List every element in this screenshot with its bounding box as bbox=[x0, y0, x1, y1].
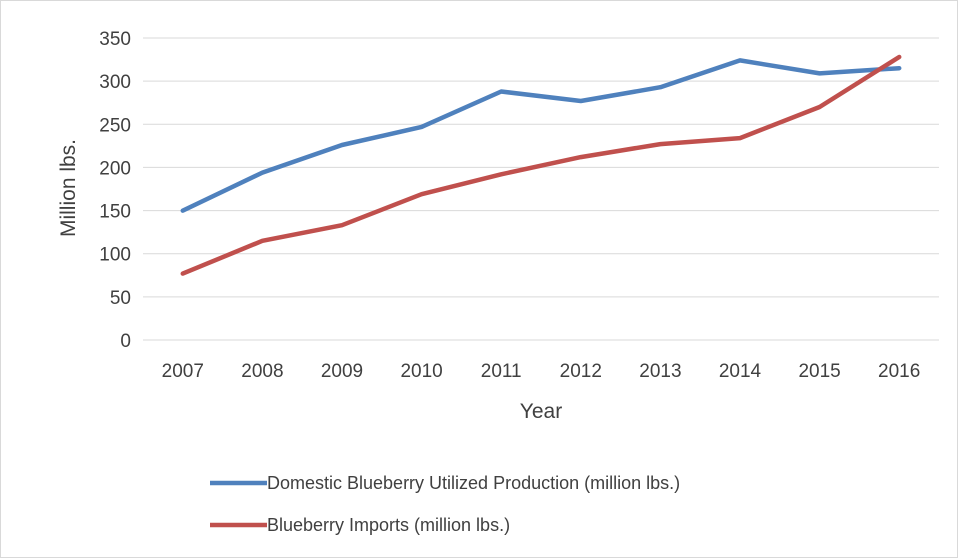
y-tick-label: 0 bbox=[120, 331, 131, 352]
y-tick-label: 100 bbox=[99, 245, 131, 266]
y-tick-label: 50 bbox=[110, 288, 131, 309]
y-tick-label: 250 bbox=[99, 115, 131, 136]
data-series bbox=[180, 54, 902, 276]
series-line-0 bbox=[180, 58, 902, 213]
x-axis-title: Year bbox=[520, 400, 562, 423]
y-axis-title: Million lbs. bbox=[57, 139, 80, 237]
x-tick-label: 2012 bbox=[560, 361, 602, 382]
x-tick-label: 2011 bbox=[481, 361, 522, 382]
series-line-1 bbox=[180, 54, 902, 276]
legend-label-0: Domestic Blueberry Utilized Production (… bbox=[267, 473, 680, 493]
x-tick-label: 2007 bbox=[162, 361, 204, 382]
y-tick-label: 150 bbox=[99, 202, 131, 223]
x-tick-label: 2013 bbox=[639, 361, 681, 382]
y-tick-label: 350 bbox=[99, 29, 131, 50]
legend: Domestic Blueberry Utilized Production (… bbox=[210, 473, 680, 535]
x-axis: 2007 2008 2009 2010 2011 2012 2013 2014 2015 2016 bbox=[143, 339, 939, 382]
y-tick-label: 200 bbox=[99, 158, 131, 179]
legend-label-1: Blueberry Imports (million lbs.) bbox=[267, 515, 510, 535]
x-tick-label: 2009 bbox=[321, 361, 363, 382]
x-tick-label: 2008 bbox=[241, 361, 283, 382]
x-tick-label: 2015 bbox=[798, 361, 840, 382]
y-tick-label: 300 bbox=[99, 72, 131, 93]
y-axis-tick-labels: 0 50 100 150 200 250 300 350 bbox=[99, 29, 131, 352]
x-tick-label: 2016 bbox=[878, 361, 920, 382]
x-tick-label: 2010 bbox=[400, 361, 442, 382]
x-tick-label: 2014 bbox=[719, 361, 762, 382]
